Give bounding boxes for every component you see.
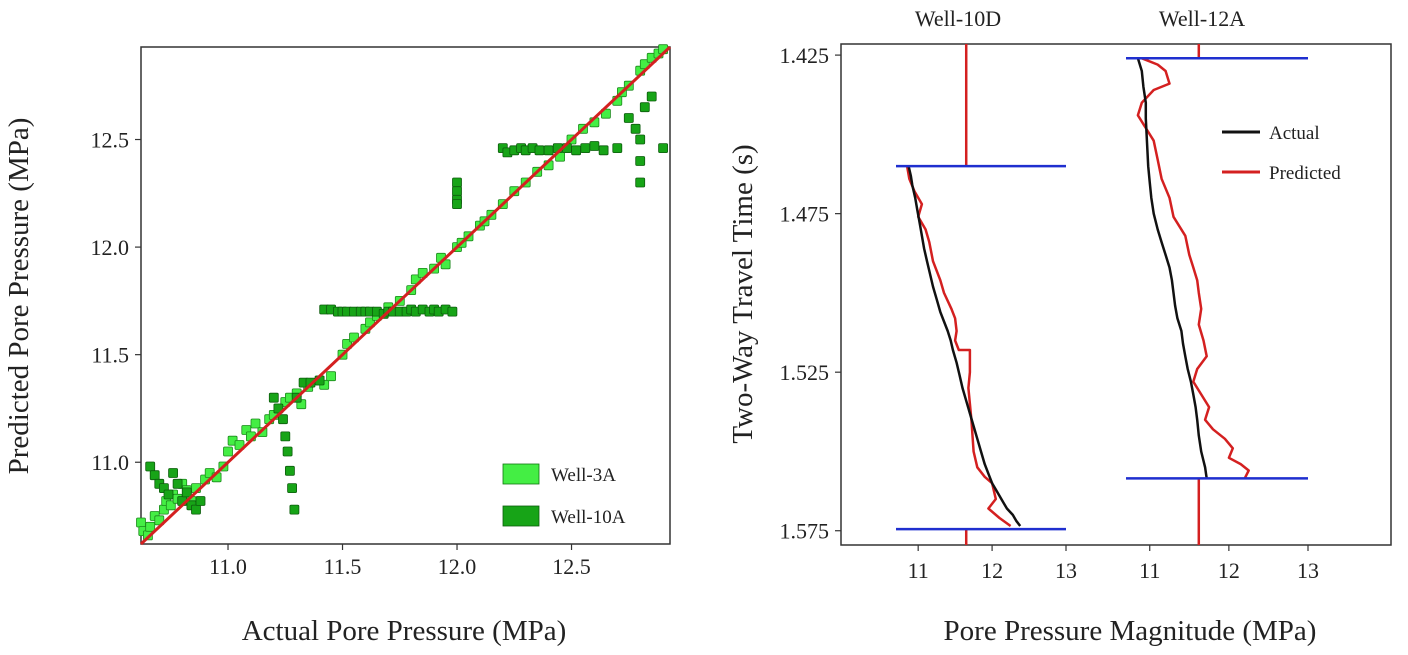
- curve-actual: [1136, 57, 1208, 479]
- panel-title-well-12a: Well-12A: [1159, 6, 1245, 31]
- scatter-point: [282, 446, 293, 457]
- y-tick-label: 1.475: [780, 202, 830, 227]
- panel-well-10d: 11 12 13: [896, 44, 1077, 583]
- x-tick-label: 11.0: [209, 554, 247, 579]
- scatter-point: [268, 392, 279, 403]
- scatter-point: [289, 504, 300, 515]
- y-tick-label: 1.425: [780, 43, 830, 68]
- y-tick-label: 1.525: [780, 360, 830, 385]
- legend-label-well-10a: Well-10A: [551, 507, 626, 528]
- scatter-point: [589, 141, 600, 151]
- x-tick-label: 11: [1139, 558, 1160, 583]
- scatter-point: [658, 143, 668, 154]
- well-y-ticks: 1.425 1.475 1.525 1.575: [780, 43, 841, 544]
- scatter-point: [195, 496, 206, 506]
- scatter-x-ticks: 11.0 11.5 12.0 12.5: [209, 544, 591, 579]
- scatter-point: [635, 177, 646, 188]
- legend-label-well-3a: Well-3A: [551, 465, 616, 486]
- fit-line: [139, 45, 672, 546]
- x-tick-label: 12: [981, 558, 1003, 583]
- scatter-point: [191, 504, 201, 515]
- x-tick-label: 11: [908, 558, 929, 583]
- legend-swatch-well-3a: [502, 463, 540, 485]
- scatter-point: [149, 470, 160, 481]
- scatter-point: [284, 465, 295, 476]
- curve-predicted: [1136, 57, 1250, 479]
- scatter-point: [278, 414, 288, 425]
- scatter-x-axis-title: Actual Pore Pressure (MPa): [242, 615, 567, 647]
- well-log-chart: 1.425 1.475 1.525 1.575 11 12 13 11 12 13 Well-…: [727, 6, 1392, 647]
- scatter-point: [181, 487, 192, 498]
- scatter-point: [168, 468, 179, 478]
- x-tick-label: 12: [1218, 558, 1240, 583]
- scatter-point: [612, 143, 623, 154]
- scatter-point: [145, 521, 156, 532]
- scatter-point: [543, 145, 554, 156]
- well-legend: Actual Predicted: [1222, 123, 1341, 184]
- scatter-point: [580, 143, 591, 154]
- scatter-point: [172, 478, 183, 489]
- scatter-point: [145, 461, 156, 472]
- x-tick-label: 13: [1297, 558, 1319, 583]
- scatter-point: [635, 134, 646, 145]
- scatter-y-ticks: 11.0 11.5 12.0 12.5: [91, 128, 141, 475]
- scatter-point: [534, 145, 545, 156]
- scatter-point: [452, 199, 462, 210]
- x-tick-label: 11.5: [324, 554, 362, 579]
- scatter-point: [623, 113, 634, 123]
- y-tick-label: 12.0: [91, 235, 130, 260]
- panel-title-well-10d: Well-10D: [915, 6, 1001, 31]
- scatter-point: [280, 431, 291, 442]
- well-plot-area: [840, 43, 1392, 546]
- scatter-y-axis-title: Predicted Pore Pressure (MPa): [3, 118, 35, 475]
- x-tick-label: 13: [1055, 558, 1077, 583]
- scatter-chart: 11.0 11.5 12.0 12.5 11.0 11.5 12.0 12.5 Actual…: [3, 44, 672, 647]
- panel-well-12a: 11 12 13: [1126, 44, 1319, 583]
- legend-swatch-well-10a: [502, 505, 540, 527]
- scatter-point: [635, 156, 646, 166]
- scatter-point: [639, 102, 650, 113]
- y-tick-label: 1.575: [780, 519, 830, 544]
- scatter-point: [136, 517, 146, 528]
- scatter-point: [646, 91, 657, 102]
- scatter-point: [447, 306, 458, 317]
- scatter-point: [598, 145, 609, 156]
- legend-label-predicted: Predicted: [1269, 163, 1341, 184]
- well-y-axis-title: Two-Way Travel Time (s): [727, 144, 759, 443]
- scatter-legend: Well-3A Well-10A: [502, 463, 626, 528]
- scatter-point: [287, 483, 298, 494]
- y-tick-label: 11.5: [91, 343, 129, 368]
- scatter-point: [250, 418, 261, 429]
- scatter-point: [452, 186, 462, 197]
- scatter-point: [163, 489, 174, 500]
- scatter-point: [452, 177, 462, 188]
- y-tick-label: 12.5: [91, 128, 130, 153]
- y-tick-label: 11.0: [91, 450, 129, 475]
- curve-actual: [907, 165, 1022, 527]
- scatter-point: [223, 446, 233, 457]
- x-tick-label: 12.0: [438, 554, 477, 579]
- legend-label-actual: Actual: [1269, 123, 1320, 144]
- scatter-point: [326, 371, 337, 382]
- scatter-point: [630, 123, 641, 134]
- well-x-axis-title: Pore Pressure Magnitude (MPa): [944, 615, 1317, 647]
- curve-predicted: [905, 165, 1012, 528]
- x-tick-label: 12.5: [552, 554, 591, 579]
- scatter-point: [571, 145, 581, 156]
